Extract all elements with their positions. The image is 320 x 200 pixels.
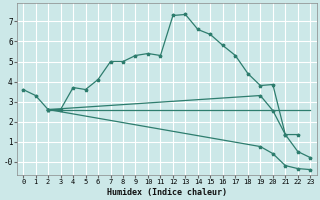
X-axis label: Humidex (Indice chaleur): Humidex (Indice chaleur)	[107, 188, 227, 197]
